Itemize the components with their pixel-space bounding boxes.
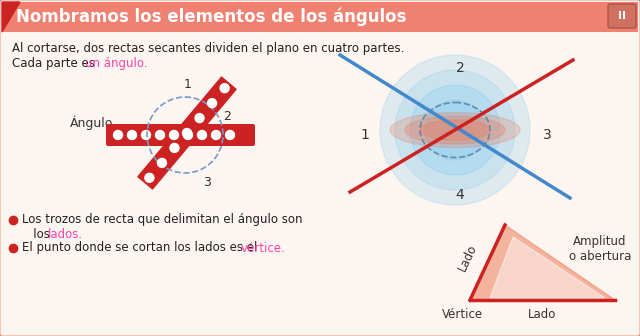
Ellipse shape: [390, 113, 520, 148]
Text: 2: 2: [223, 111, 231, 124]
Circle shape: [141, 130, 150, 139]
Text: 3: 3: [203, 176, 211, 190]
Text: Al cortarse, dos rectas secantes dividen el plano en cuatro partes.: Al cortarse, dos rectas secantes dividen…: [12, 42, 404, 55]
Circle shape: [184, 130, 193, 139]
Text: 1: 1: [360, 128, 369, 142]
Text: Cada parte es: Cada parte es: [12, 57, 99, 70]
Circle shape: [425, 100, 485, 160]
Text: 2: 2: [456, 61, 465, 75]
Circle shape: [156, 130, 164, 139]
Ellipse shape: [420, 120, 490, 140]
Circle shape: [113, 130, 122, 139]
Bar: [2, 2, 638, 32]
Text: Ángulo: Ángulo: [70, 116, 113, 130]
Text: Los trozos de recta que delimitan el ángulo son: Los trozos de recta que delimitan el áng…: [22, 213, 303, 226]
Text: 3: 3: [543, 128, 552, 142]
Circle shape: [410, 85, 500, 175]
Circle shape: [182, 128, 191, 137]
Text: Lado: Lado: [528, 307, 557, 321]
Circle shape: [395, 70, 515, 190]
Text: Amplitud
o abertura: Amplitud o abertura: [569, 235, 631, 263]
Circle shape: [207, 99, 216, 108]
Ellipse shape: [405, 116, 505, 144]
Text: los: los: [22, 227, 54, 241]
Text: II: II: [618, 11, 626, 21]
Circle shape: [127, 130, 136, 139]
Text: Nombramos los elementos de los ángulos: Nombramos los elementos de los ángulos: [16, 8, 406, 26]
Circle shape: [198, 130, 207, 139]
Polygon shape: [138, 77, 236, 189]
Text: Lado: Lado: [456, 242, 479, 273]
Circle shape: [170, 130, 179, 139]
Text: El punto donde se cortan los lados es el: El punto donde se cortan los lados es el: [22, 242, 261, 254]
Text: 1: 1: [184, 79, 192, 91]
Text: vértice.: vértice.: [241, 242, 285, 254]
Polygon shape: [490, 237, 605, 298]
Circle shape: [211, 130, 221, 139]
Circle shape: [225, 130, 234, 139]
Circle shape: [145, 173, 154, 182]
FancyBboxPatch shape: [608, 4, 636, 28]
FancyBboxPatch shape: [106, 124, 255, 146]
Polygon shape: [470, 225, 615, 300]
Circle shape: [380, 55, 530, 205]
Circle shape: [195, 114, 204, 123]
Text: 4: 4: [456, 188, 465, 202]
Circle shape: [220, 84, 229, 93]
Circle shape: [157, 158, 166, 167]
Text: Vértice: Vértice: [442, 307, 483, 321]
Text: 4: 4: [129, 136, 137, 150]
Text: lados.: lados.: [48, 227, 83, 241]
Circle shape: [170, 143, 179, 153]
Polygon shape: [2, 2, 20, 32]
Text: un ángulo.: un ángulo.: [85, 57, 147, 70]
